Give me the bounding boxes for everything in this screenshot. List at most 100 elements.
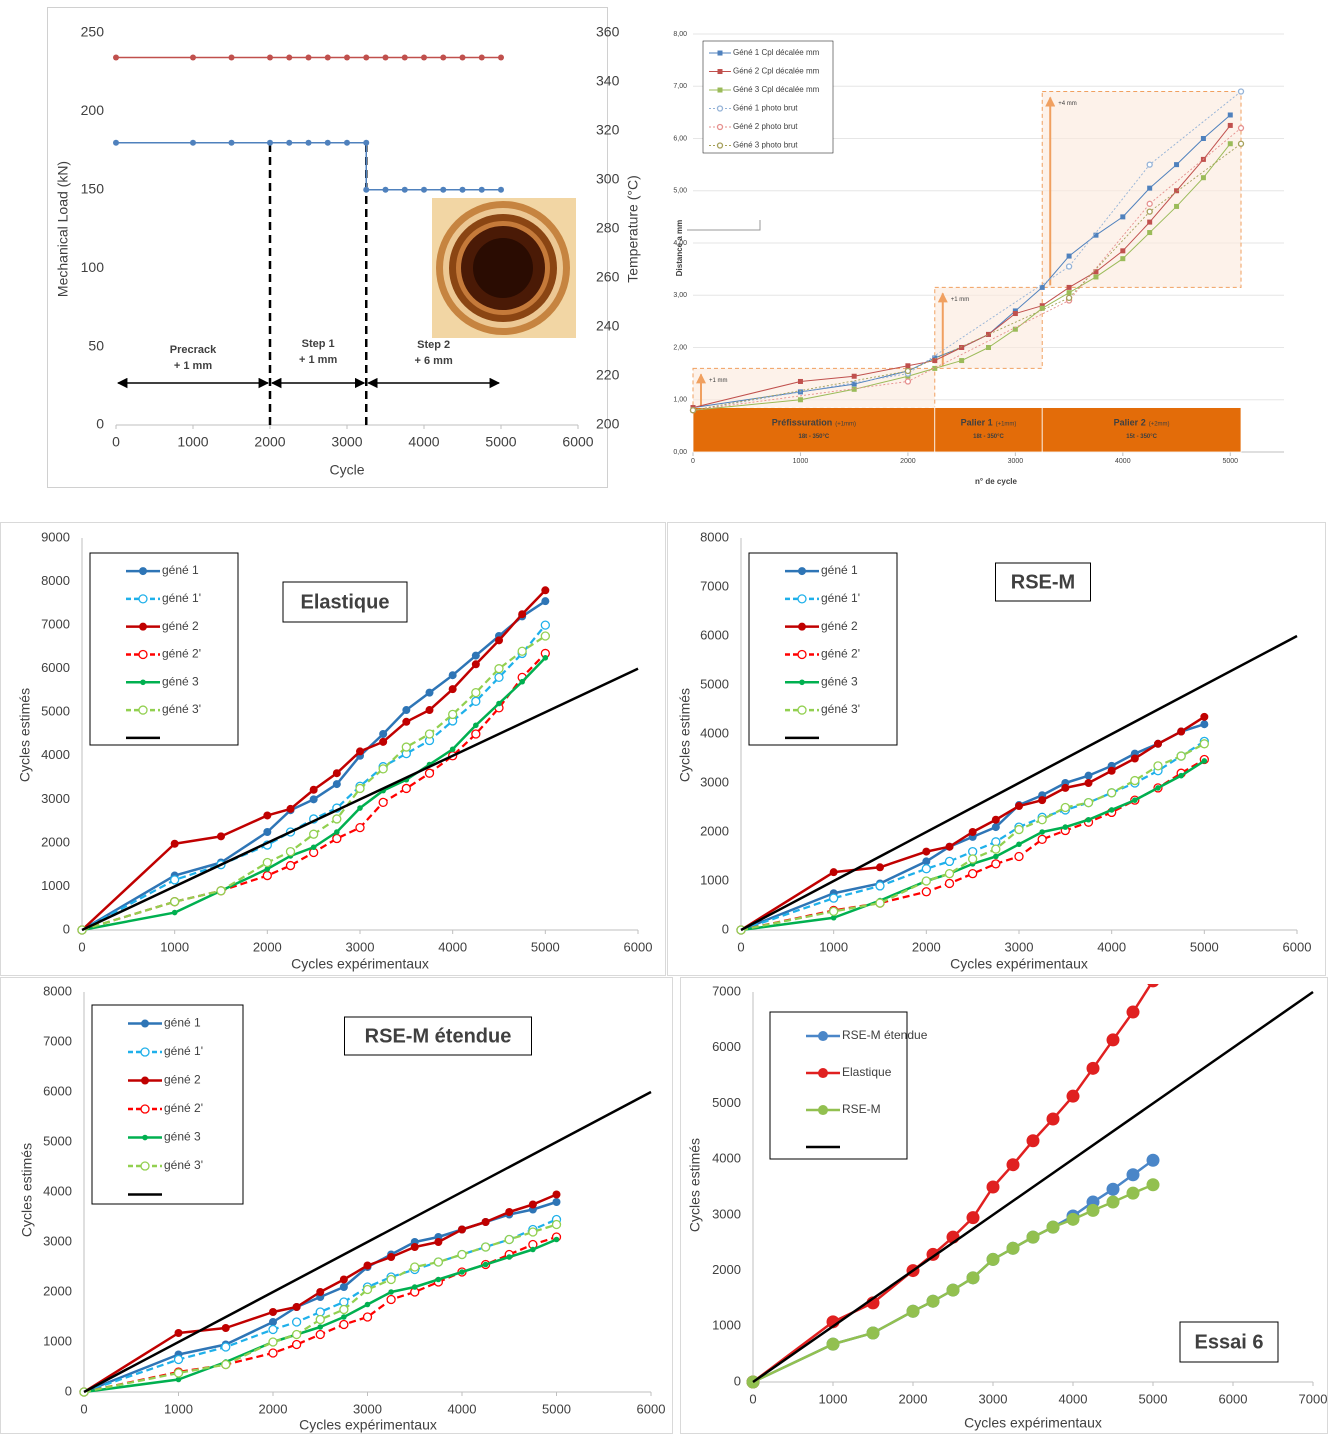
marker	[798, 567, 806, 576]
bracket-mark	[687, 220, 761, 231]
y-tick-label: 2000	[712, 1262, 741, 1277]
marker	[363, 139, 370, 146]
marker	[1066, 1212, 1080, 1226]
x-tick-label: 0	[749, 1391, 756, 1406]
marker	[1085, 816, 1092, 823]
x-tick-label: 6000	[562, 434, 593, 450]
marker	[991, 844, 1001, 854]
series-line	[81, 600, 547, 932]
marker	[530, 1246, 536, 1253]
panel-border	[667, 522, 1326, 976]
x-tick-label: 4000	[408, 434, 439, 450]
x-tick-label: 2000	[259, 1401, 288, 1416]
marker	[1132, 797, 1138, 803]
legend-label: Géné 3 Cpl décalée mm	[733, 85, 820, 94]
marker	[1147, 984, 1159, 988]
marker	[1093, 274, 1099, 280]
marker	[1200, 175, 1206, 181]
marker	[1130, 775, 1140, 786]
series-line	[116, 142, 501, 191]
marker	[498, 54, 504, 61]
marker	[1237, 140, 1245, 147]
marker	[434, 1238, 443, 1246]
marker	[228, 54, 235, 61]
marker	[495, 636, 503, 645]
marker	[388, 1289, 394, 1295]
marker	[478, 186, 485, 193]
x-axis-title: Cycles expérimentaux	[950, 956, 1088, 972]
marker	[387, 1253, 396, 1261]
x-tick-label: 0	[80, 1401, 87, 1416]
marker	[402, 717, 411, 726]
marker	[459, 1269, 465, 1275]
series-line	[81, 652, 547, 932]
phase-box	[692, 367, 936, 409]
y-tick-label: 150	[81, 181, 105, 197]
marker	[921, 876, 931, 886]
y-tick-label: 2000	[700, 823, 729, 838]
marker	[140, 1104, 150, 1114]
phase-condition: 18t - 350°C	[973, 434, 1004, 440]
marker	[552, 1190, 561, 1199]
y-tick-label: 5,00	[673, 188, 687, 195]
legend-label: géné 3'	[164, 1158, 203, 1172]
marker	[829, 906, 839, 917]
series-line	[692, 143, 1231, 411]
y-tick-label: 4000	[700, 725, 729, 740]
marker	[1066, 1089, 1080, 1103]
marker	[401, 186, 408, 193]
plot-area	[77, 586, 639, 935]
phase-box	[934, 286, 1043, 369]
marker	[1146, 200, 1153, 207]
marker	[797, 705, 807, 715]
x-tick-label: 3000	[1005, 939, 1034, 954]
legend-box	[89, 552, 239, 746]
x-tick-label: 1000	[160, 939, 189, 954]
y-tick-label: 7000	[43, 1033, 72, 1048]
marker	[1120, 248, 1126, 254]
marker	[932, 355, 938, 361]
x-axis-title: Cycles expérimentaux	[964, 1415, 1102, 1431]
marker	[1176, 751, 1186, 761]
marker	[1178, 772, 1184, 779]
marker	[471, 651, 480, 660]
marker	[448, 671, 457, 680]
x-tick-label: 3000	[346, 939, 375, 954]
growth-label: +1 mm	[709, 378, 728, 384]
legend-label: Géné 3 photo brut	[733, 141, 798, 150]
marker	[386, 1274, 396, 1285]
legend-box	[91, 1004, 244, 1205]
phase-note: (+1mm)	[996, 421, 1017, 427]
marker	[1026, 1134, 1040, 1148]
marker	[1130, 754, 1139, 763]
marker	[480, 1242, 491, 1252]
marker	[540, 631, 550, 641]
marker	[528, 1227, 538, 1237]
marker	[379, 737, 388, 746]
y-axis-title: Cycles estimés	[19, 1143, 35, 1237]
y-tick-label: 6000	[41, 660, 70, 675]
marker	[986, 345, 991, 350]
marker	[459, 186, 466, 193]
marker	[905, 363, 911, 369]
y-tick-label: 7000	[700, 578, 729, 593]
series-line	[81, 589, 547, 931]
marker	[542, 654, 549, 661]
marker	[363, 1261, 372, 1270]
marker	[339, 1283, 348, 1291]
marker	[140, 1047, 150, 1057]
x-axis-title: Cycles expérimentaux	[291, 956, 429, 972]
marker	[1062, 824, 1069, 830]
legend-label: Géné 2 Cpl décalée mm	[733, 67, 820, 76]
x-tick-label: 1000	[819, 1391, 848, 1406]
marker	[440, 54, 447, 61]
marker	[944, 869, 955, 879]
y-tick-label: 5000	[700, 676, 729, 691]
marker	[268, 1348, 278, 1358]
series-line	[740, 723, 1205, 932]
phase-title: Palier 2	[1114, 418, 1146, 428]
marker	[482, 1261, 489, 1268]
x-tick-label: 1000	[164, 1401, 193, 1416]
marker	[1039, 303, 1045, 309]
x-axis-title: Cycles expérimentaux	[299, 1417, 437, 1433]
